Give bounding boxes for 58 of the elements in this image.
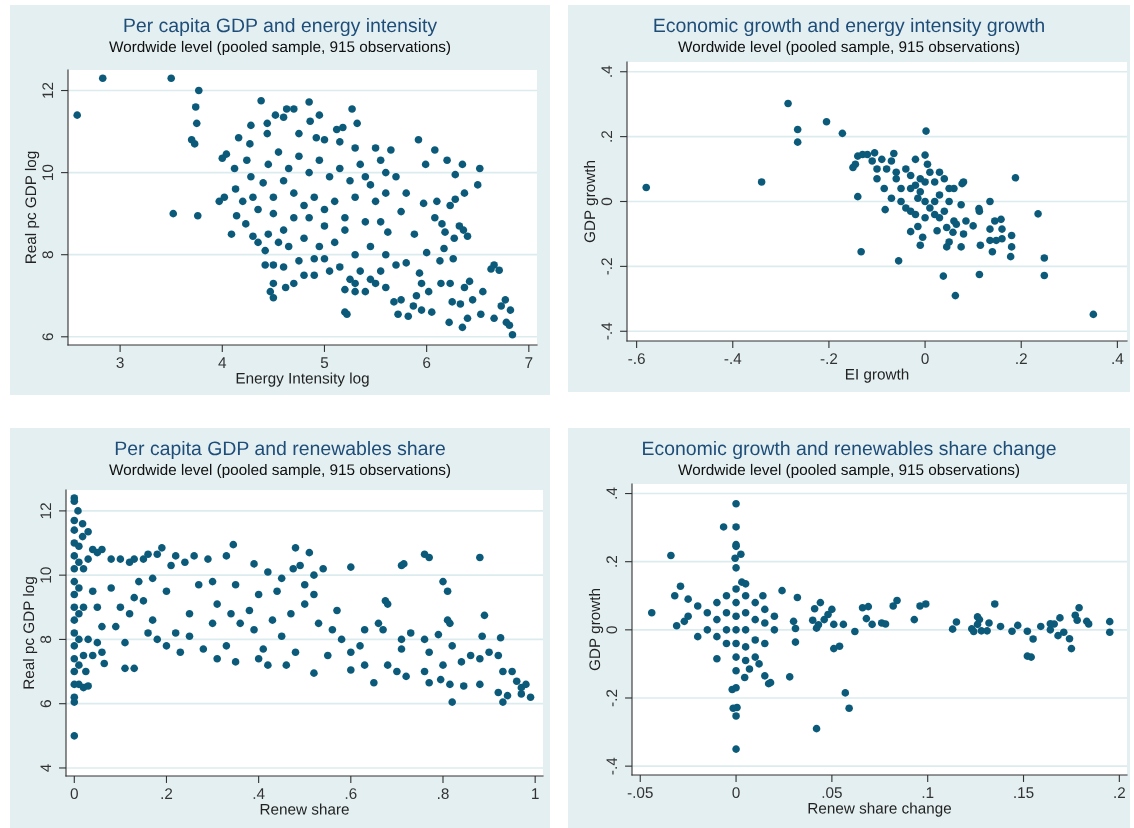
x-tick-label: -.6 [628,353,645,365]
y-tick-label: -.4 [606,757,618,775]
x-tick-label: 6 [423,357,431,369]
chart-title: Economic growth and renewables share change [643,440,1056,460]
x-tick-label: .4 [253,788,265,799]
y-tick-label: .2 [601,131,613,142]
x-tick-label: 0 [70,788,78,800]
x-axis-title: Renew share change [808,802,952,817]
x-tick-label: 0 [732,787,740,799]
x-tick-label: .2 [1114,787,1125,798]
chart-subtitle: Wordwide level (pooled sample, 915 observations) [109,463,451,479]
x-tick-label: 3 [116,357,124,369]
x-tick-label: -.4 [724,353,742,364]
x-tick-label: .2 [161,788,173,799]
y-tick-label: 0 [601,197,613,206]
y-tick-label: 0 [606,626,618,634]
y-tick-label: -.2 [601,258,613,275]
x-tick-label: .15 [1014,787,1034,799]
chart-subtitle: Wordwide level (pooled sample, 915 observations) [678,40,1020,56]
x-tick-label: -.05 [627,787,653,799]
x-tick-label: 4 [218,357,227,368]
y-tick-label: 6 [40,700,52,708]
y-tick-label: -.4 [601,322,613,340]
x-tick-label: .6 [345,788,357,800]
x-tick-label: .8 [438,788,449,800]
y-axis-title: Real pc GDP log [24,151,40,263]
y-tick-label: 12 [40,503,52,519]
chart-title: Per capita GDP and energy intensity [124,17,438,37]
x-tick-label: 7 [525,357,533,368]
y-tick-label: 8 [40,635,52,644]
x-tick-label: .05 [822,787,842,799]
y-tick-label: .2 [606,556,618,567]
chart-subtitle: Wordwide level (pooled sample, 915 observations) [678,463,1020,479]
chart-title: Per capita GDP and renewables share [115,440,445,460]
x-tick-label: .1 [922,787,934,798]
y-tick-label: -.2 [606,689,618,707]
y-axis-title: Real pc GDP log [22,577,38,689]
x-tick-label: .2 [1016,353,1027,364]
x-tick-label: 1 [532,788,539,799]
y-tick-label: 4 [40,764,52,772]
y-axis-title: GDP growth [588,589,604,671]
y-tick-label: 10 [40,567,52,583]
x-axis-title: Renew share [260,803,349,815]
y-tick-label: 6 [42,333,54,341]
y-axis-title: GDP growth [583,161,599,243]
x-tick-label: -.2 [820,353,838,364]
x-tick-label: .4 [1112,353,1124,364]
y-tick-label: 8 [42,251,54,259]
x-tick-label: 5 [320,357,329,369]
y-tick-label: .4 [601,65,613,77]
y-tick-label: 12 [42,82,54,98]
x-tick-label: 0 [921,353,929,365]
chart-title: Economic growth and energy intensity growth [654,17,1044,37]
y-tick-label: 10 [42,164,54,180]
x-axis-title: Energy Intensity log [236,372,369,387]
x-axis-title: EI growth [845,368,909,383]
chart-subtitle: Wordwide level (pooled sample, 915 observations) [109,40,451,56]
y-tick-label: .4 [606,487,618,499]
